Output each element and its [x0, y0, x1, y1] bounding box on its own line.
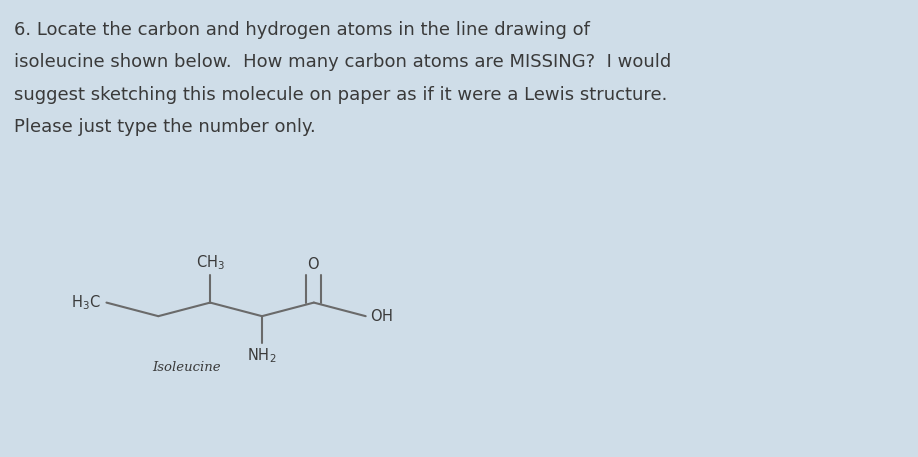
Text: $\mathsf{H_3C}$: $\mathsf{H_3C}$	[72, 293, 101, 312]
Text: 6. Locate the carbon and hydrogen atoms in the line drawing of: 6. Locate the carbon and hydrogen atoms …	[14, 21, 589, 39]
Text: $\mathsf{CH_3}$: $\mathsf{CH_3}$	[196, 254, 225, 272]
Text: Isoleucine: Isoleucine	[152, 361, 221, 374]
Text: Please just type the number only.: Please just type the number only.	[14, 118, 316, 136]
Text: $\mathsf{NH_2}$: $\mathsf{NH_2}$	[247, 346, 276, 365]
Text: $\mathsf{OH}$: $\mathsf{OH}$	[370, 308, 394, 324]
Text: $\mathsf{O}$: $\mathsf{O}$	[308, 256, 320, 272]
Text: suggest sketching this molecule on paper as if it were a Lewis structure.: suggest sketching this molecule on paper…	[14, 86, 667, 104]
Text: isoleucine shown below.  How many carbon atoms are MISSING?  I would: isoleucine shown below. How many carbon …	[14, 53, 671, 71]
